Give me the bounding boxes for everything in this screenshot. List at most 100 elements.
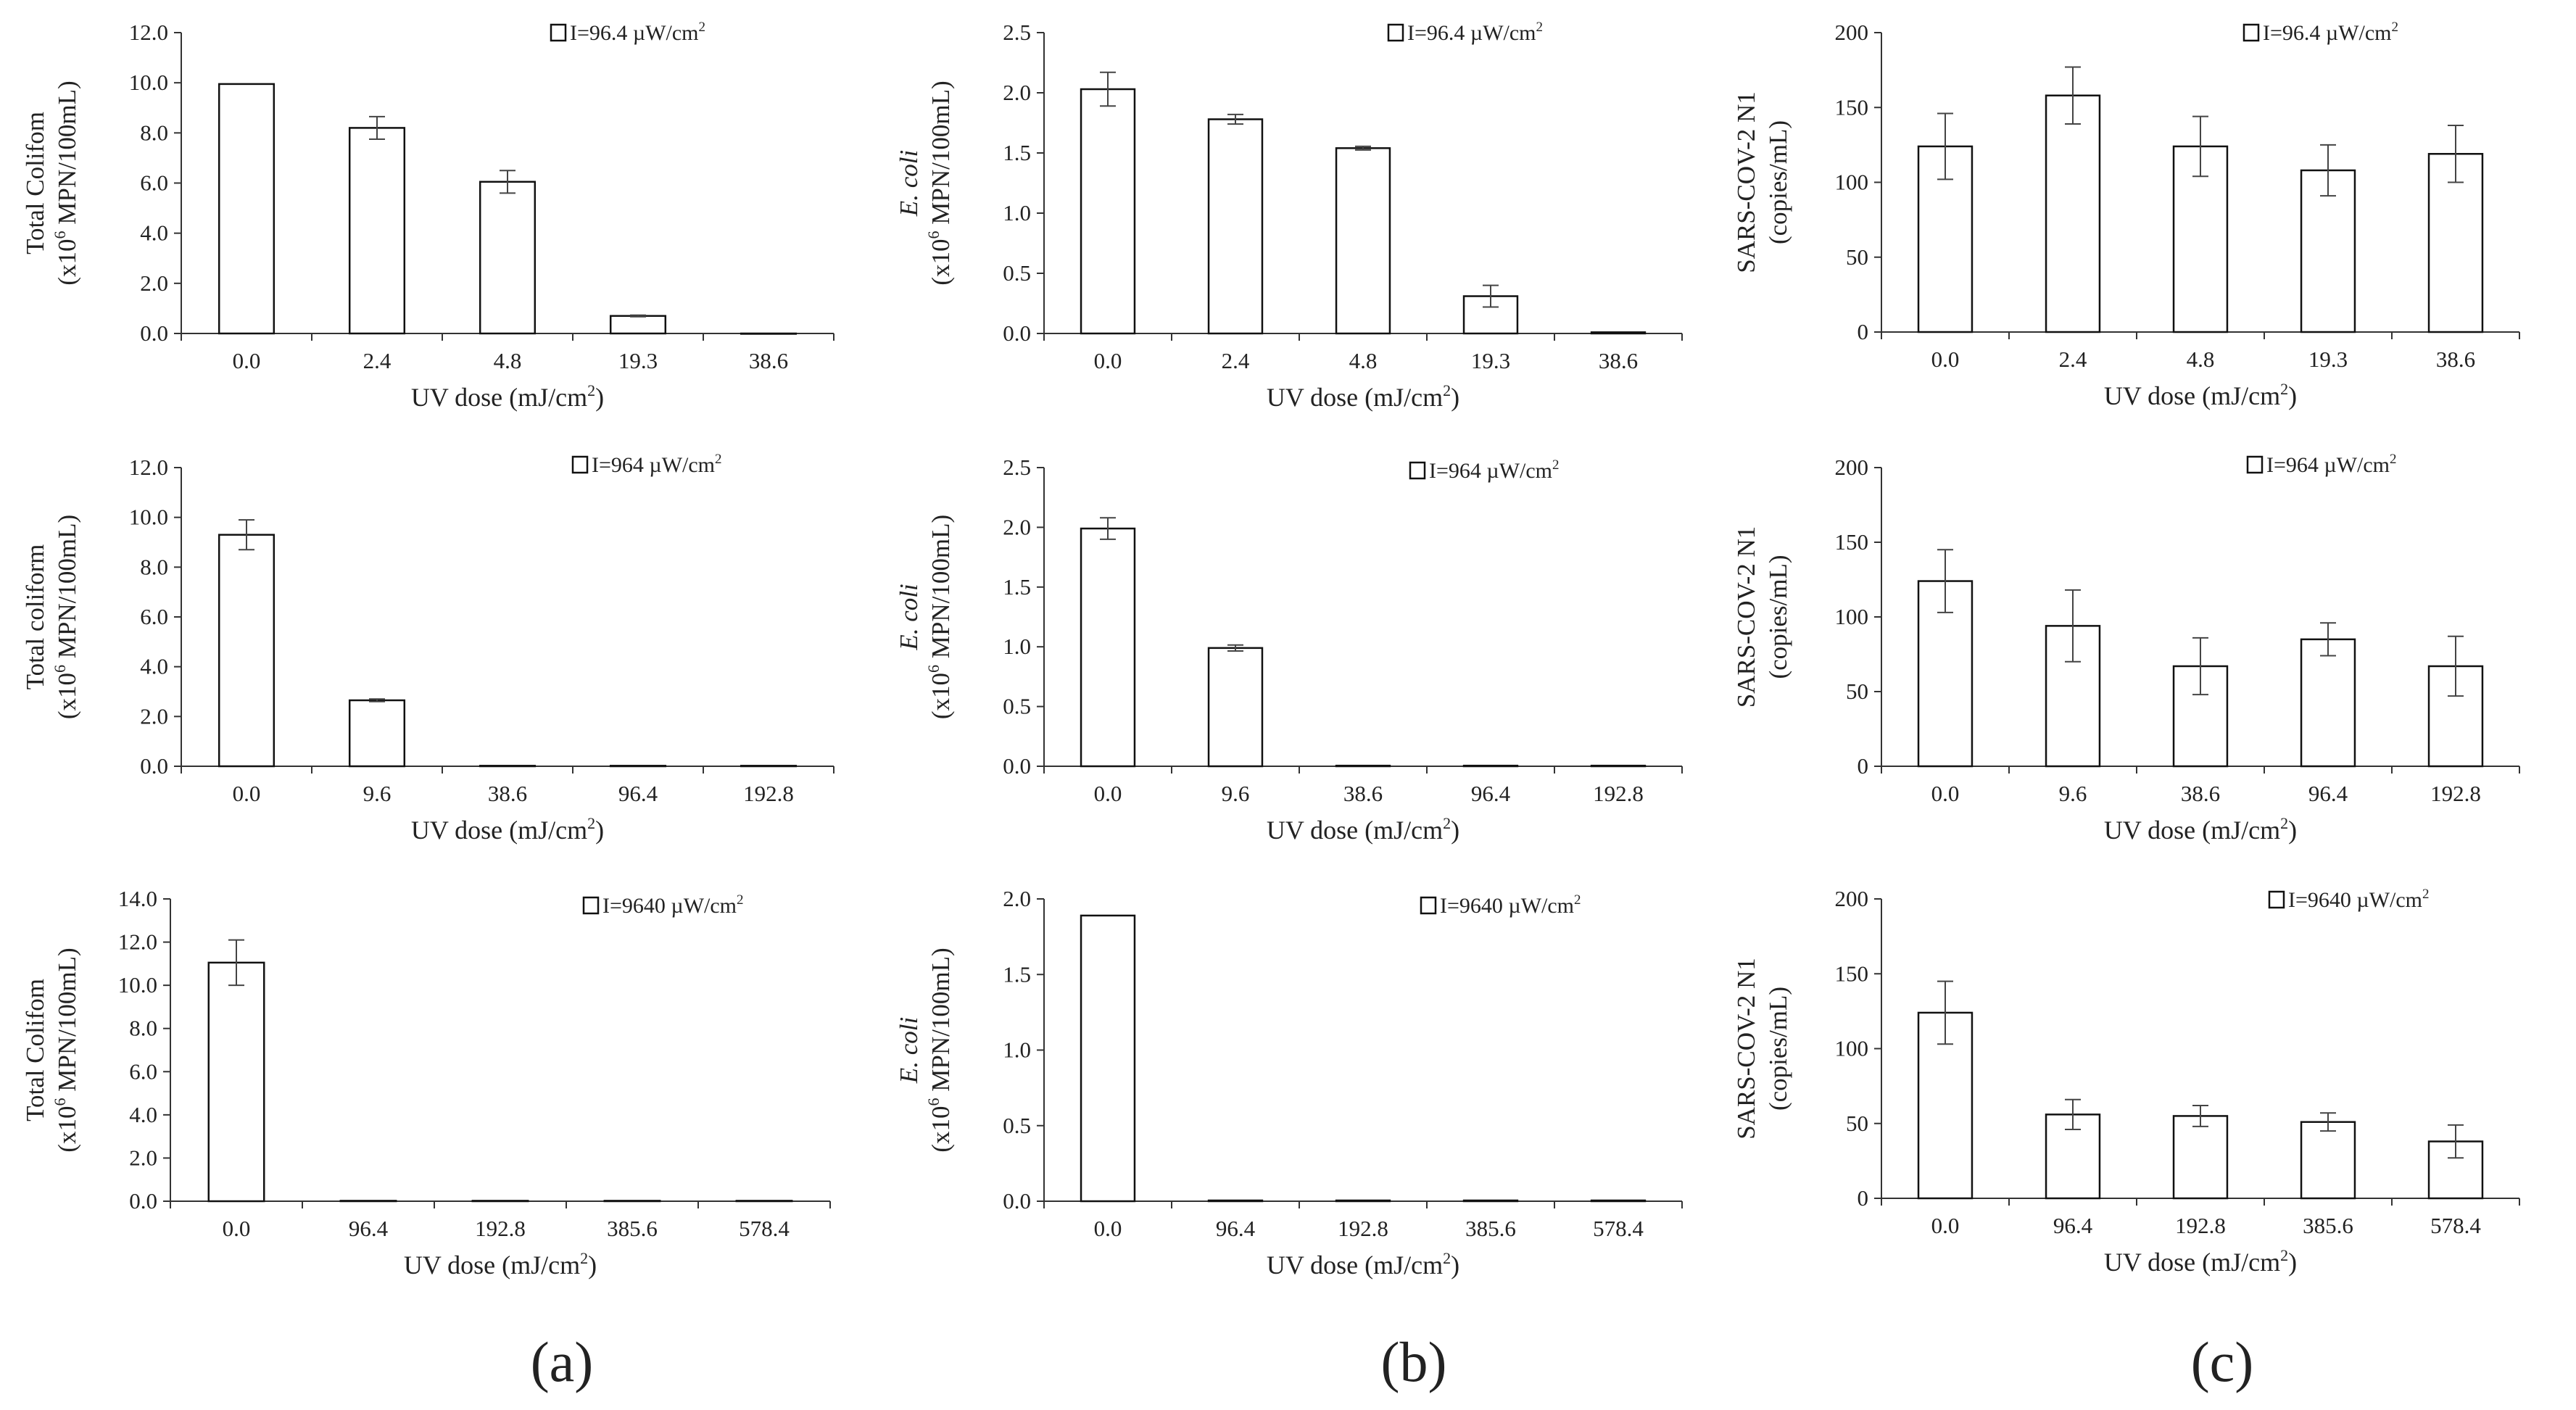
y-tick-label: 0.5: [1003, 1113, 1031, 1138]
x-axis-title-text: UV dose (mJ/cm: [411, 816, 587, 845]
charts-root: 0.0 2.0 4.0 6.0 8.0 10.0 12.0 0.0 2.4 4.8 19.3 38.6…: [21, 20, 2520, 1280]
bar: [1080, 527, 1136, 768]
y-axis-title-line2-sup: 6: [924, 1098, 943, 1106]
y-axis-title-line2-pre: (x10: [927, 239, 955, 285]
y-axis-title-line2: (copies/mL): [1764, 987, 1792, 1111]
y-tick-label: 150: [1835, 94, 1869, 120]
x-axis-title-text: UV dose (mJ/cm: [404, 1251, 580, 1280]
legend-label-text: I=96.4 µW/cm: [1407, 21, 1536, 45]
chart-panel-2: 0.0 0.5 1.0 1.5 2.0 2.5 0.0 2.4 4.8 19.3 38.6 UV do…: [895, 20, 1683, 412]
x-tick-label: 192.8: [1338, 1216, 1388, 1241]
x-tick-label: 96.4: [2053, 1213, 2093, 1238]
y-axis-title-line1: SARS-COV-2 N1: [1732, 958, 1760, 1140]
legend-swatch: [1420, 896, 1437, 915]
legend-label: I=964 µW/cm2: [592, 452, 722, 477]
bar: [218, 534, 276, 768]
legend-swatch: [2268, 890, 2285, 909]
y-axis-title-line2-sup: 6: [924, 231, 943, 239]
y-tick-label: 6.0: [140, 604, 168, 629]
x-axis-title-text: UV dose (mJ/cm: [1267, 816, 1443, 845]
y-tick-label: 4.0: [129, 1102, 157, 1127]
x-axis-title-text: UV dose (mJ/cm: [411, 383, 587, 412]
x-tick-label: 578.4: [2430, 1213, 2481, 1238]
legend-swatch: [582, 896, 600, 915]
y-axis-title-line2: (copies/mL): [1764, 555, 1792, 679]
x-axis-title-text: UV dose (mJ/cm: [1267, 1251, 1443, 1280]
chart-panel-5: 0.0 0.5 1.0 1.5 2.0 2.5 0.0 9.6 38.6 96.4 192.8 UV …: [895, 455, 1683, 845]
legend-swatch: [1409, 461, 1426, 480]
y-tick-label: 8.0: [140, 120, 168, 145]
y-axis-title-line2: (x106 MPN/100mL): [924, 515, 955, 719]
x-axis-title-end: ): [1451, 383, 1459, 412]
y-tick-label: 0.0: [1003, 753, 1031, 779]
x-tick-label: 385.6: [607, 1216, 658, 1241]
y-tick-label: 12.0: [129, 20, 168, 45]
legend-swatch: [1387, 23, 1404, 42]
y-axis-title-line2-pre: (x10: [53, 1106, 81, 1152]
y-tick-label: 2.5: [1003, 455, 1031, 480]
y-axis-title-line2: (x106 MPN/100mL): [51, 80, 81, 285]
x-axis-title-sup: 2: [1443, 381, 1451, 399]
x-axis-title-end: ): [2288, 381, 2297, 410]
x-tick-label: 0.0: [1094, 781, 1122, 806]
y-axis-title-line2-post: MPN/100mL): [53, 947, 81, 1098]
x-tick-label: 192.8: [2175, 1213, 2226, 1238]
x-tick-label: 9.6: [363, 781, 392, 806]
x-tick-label: 0.0: [1931, 347, 1960, 372]
bar: [218, 83, 276, 335]
x-tick-label: 385.6: [2303, 1213, 2353, 1238]
panel-label-b: (b): [1381, 1330, 1447, 1393]
y-tick-label: 12.0: [129, 455, 168, 480]
y-tick-label: 100: [1835, 1036, 1869, 1061]
y-tick-label: 10.0: [118, 972, 157, 998]
x-tick-label: 96.4: [1216, 1216, 1256, 1241]
x-tick-label: 192.8: [743, 781, 794, 806]
y-tick-label: 200: [1835, 455, 1869, 480]
x-axis-title-sup: 2: [587, 381, 595, 399]
y-tick-label: 200: [1835, 20, 1869, 45]
chart-panel-6: 0 50 100 150 200 0.0 9.6 38.6 96.4 192.8 UV dose (…: [1732, 452, 2520, 845]
x-tick-label: 192.8: [1593, 781, 1644, 806]
y-tick-label: 1.0: [1003, 1037, 1031, 1063]
y-tick-label: 0.5: [1003, 694, 1031, 719]
y-axis-title-line1: E. coli: [895, 150, 923, 217]
y-tick-label: 1.0: [1003, 200, 1031, 225]
bar: [603, 1200, 661, 1203]
x-axis-title-sup: 2: [2280, 380, 2288, 398]
legend-label-text: I=9640 µW/cm: [1440, 894, 1574, 918]
y-tick-label: 1.5: [1003, 961, 1031, 987]
y-tick-label: 2.0: [1003, 886, 1031, 911]
bar: [1590, 1199, 1647, 1203]
x-tick-label: 0.0: [233, 348, 261, 373]
x-tick-label: 9.6: [2059, 781, 2087, 806]
y-tick-label: 14.0: [118, 886, 157, 911]
x-axis-title: UV dose (mJ/cm2): [2104, 1246, 2297, 1277]
y-tick-label: 12.0: [118, 929, 157, 955]
x-tick-label: 2.4: [363, 348, 392, 373]
y-tick-label: 1.5: [1003, 140, 1031, 165]
x-axis-title-text: UV dose (mJ/cm: [1267, 383, 1443, 412]
legend-label-text: I=96.4 µW/cm: [2263, 21, 2392, 45]
x-axis-title-sup: 2: [2280, 814, 2288, 832]
x-axis-title-text: UV dose (mJ/cm: [2104, 381, 2280, 410]
x-tick-label: 38.6: [488, 781, 527, 806]
y-tick-label: 6.0: [129, 1058, 157, 1084]
y-axis-title-line2-post: MPN/100mL): [53, 80, 81, 231]
x-tick-label: 96.4: [1471, 781, 1511, 806]
y-axis-title-line2-pre: (x10: [53, 239, 81, 285]
y-tick-label: 0.0: [129, 1188, 157, 1214]
y-axis-title-line2-post: MPN/100mL): [927, 80, 955, 231]
legend-label-text: I=964 µW/cm: [592, 453, 715, 477]
y-axis-title-line2-pre: (x10: [927, 673, 955, 719]
y-tick-label: 200: [1835, 886, 1869, 911]
y-axis-title-line2-sup: 6: [924, 665, 943, 673]
legend-label-sup: 2: [1574, 892, 1581, 908]
y-axis-title-line2-post: MPN/100mL): [53, 515, 81, 665]
x-axis-title: UV dose (mJ/cm2): [411, 381, 604, 412]
legend-label-sup: 2: [715, 452, 722, 467]
y-tick-label: 100: [1835, 170, 1869, 195]
x-tick-label: 9.6: [1222, 781, 1250, 806]
y-axis-title-line1: E. coli: [895, 1017, 923, 1084]
legend-label-sup: 2: [737, 892, 744, 908]
x-axis-title-sup: 2: [587, 814, 595, 832]
